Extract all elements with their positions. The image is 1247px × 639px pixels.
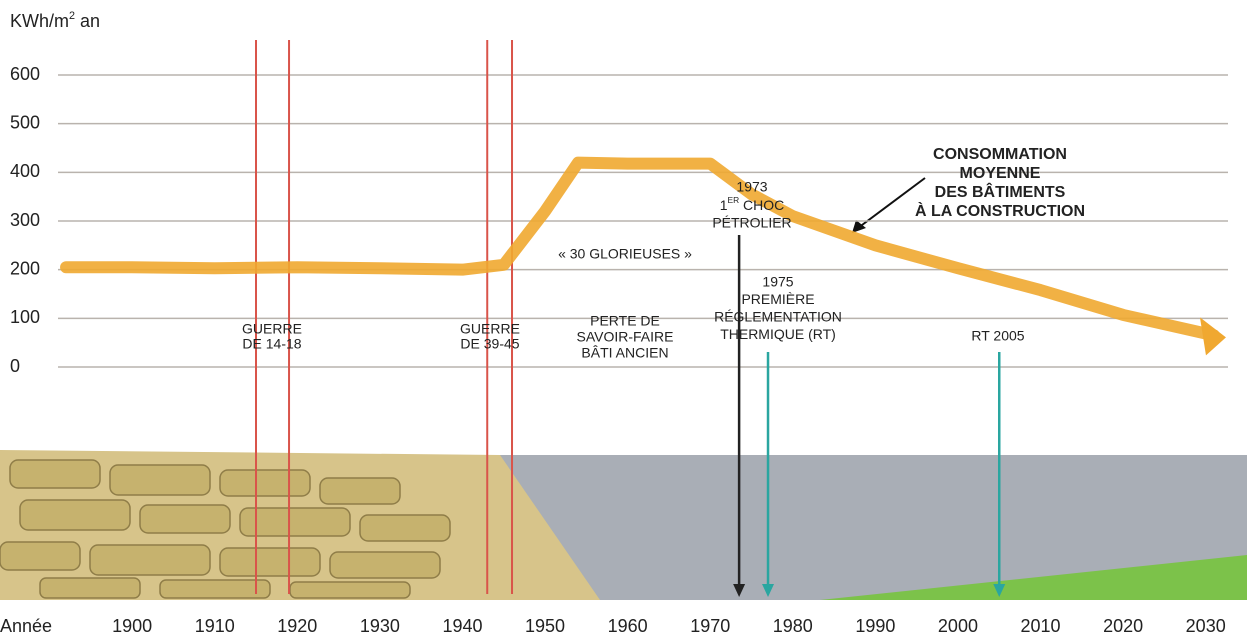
annotation: « 30 GLORIEUSES » [558, 246, 692, 262]
x-tick-label: 1950 [525, 616, 565, 636]
y-tick-label: 600 [10, 64, 40, 84]
annotation: PERTE DE [590, 313, 660, 329]
x-tick-label: 2010 [1021, 616, 1061, 636]
annotation: THERMIQUE (RT) [720, 326, 836, 342]
y-tick-label: 0 [10, 356, 20, 376]
x-tick-label: 1990 [855, 616, 895, 636]
line-arrow-head [1200, 317, 1226, 355]
text-part: CHOC [739, 197, 784, 213]
x-tick-label: 1940 [442, 616, 482, 636]
x-tick-label: 2030 [1186, 616, 1226, 636]
annotation: GUERRE [242, 321, 302, 337]
annotation: RT 2005 [971, 328, 1024, 344]
text-part: an [75, 11, 100, 31]
x-tick-label: 1930 [360, 616, 400, 636]
annotation: 1975 [762, 274, 793, 290]
x-tick-label: 2000 [938, 616, 978, 636]
text-part: ER [728, 195, 740, 205]
y-tick-label: 200 [10, 258, 40, 278]
annotation: 1ER CHOC [720, 195, 785, 212]
x-tick-label: 1970 [690, 616, 730, 636]
annotation: SAVOIR-FAIRE [577, 329, 674, 345]
annotation: PREMIÈRE [741, 291, 814, 307]
annotation: PÉTROLIER [712, 215, 791, 231]
y-tick-label: 100 [10, 307, 40, 327]
y-tick-label: 400 [10, 161, 40, 181]
x-tick-label: 1900 [112, 616, 152, 636]
x-tick-label: 1960 [608, 616, 648, 636]
x-tick-label: 1920 [277, 616, 317, 636]
annotation: DES BÂTIMENTS [935, 182, 1066, 201]
background-illustration [0, 450, 1247, 600]
y-axis-label: KWh/m2 an [10, 10, 100, 31]
text-part: KWh/m [10, 11, 69, 31]
annotation: GUERRE [460, 321, 520, 337]
y-tick-label: 500 [10, 112, 40, 132]
text-part: 1 [720, 197, 728, 213]
annotation: À LA CONSTRUCTION [915, 201, 1085, 220]
annotation: MOYENNE [960, 165, 1041, 182]
annotation: BÂTI ANCIEN [581, 345, 668, 361]
y-tick-label: 300 [10, 210, 40, 230]
pointer-arrow-head [852, 220, 866, 233]
x-tick-label: 2020 [1103, 616, 1143, 636]
annotation: DE 39-45 [460, 336, 519, 352]
annotation: RÉGLEMENTATION [714, 309, 842, 325]
chart: KWh/m2 an Année 0 100 200 300 400 500 600 1900 1… [0, 0, 1247, 639]
annotation: 1973 [736, 179, 767, 195]
x-tick-label: 1980 [773, 616, 813, 636]
x-tick-label: 1910 [195, 616, 235, 636]
x-axis-label: Année [0, 616, 52, 636]
annotation: DE 14-18 [242, 336, 301, 352]
annotation: CONSOMMATION [933, 146, 1067, 163]
